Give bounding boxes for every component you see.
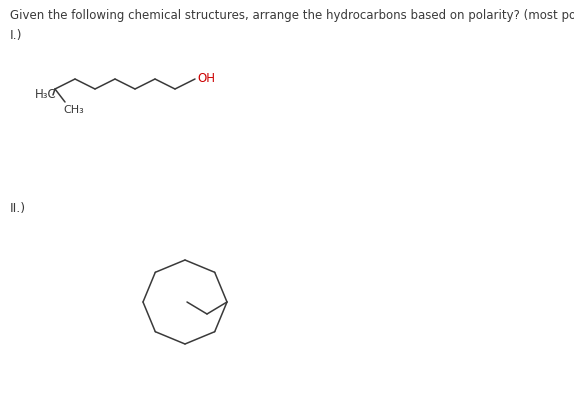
Text: OH: OH (197, 71, 215, 85)
Text: I.): I.) (10, 29, 22, 42)
Text: Given the following chemical structures, arrange the hydrocarbons based on polar: Given the following chemical structures,… (10, 9, 574, 22)
Text: CH₃: CH₃ (63, 105, 84, 115)
Text: H₃C: H₃C (35, 89, 57, 102)
Text: II.): II.) (10, 202, 26, 215)
